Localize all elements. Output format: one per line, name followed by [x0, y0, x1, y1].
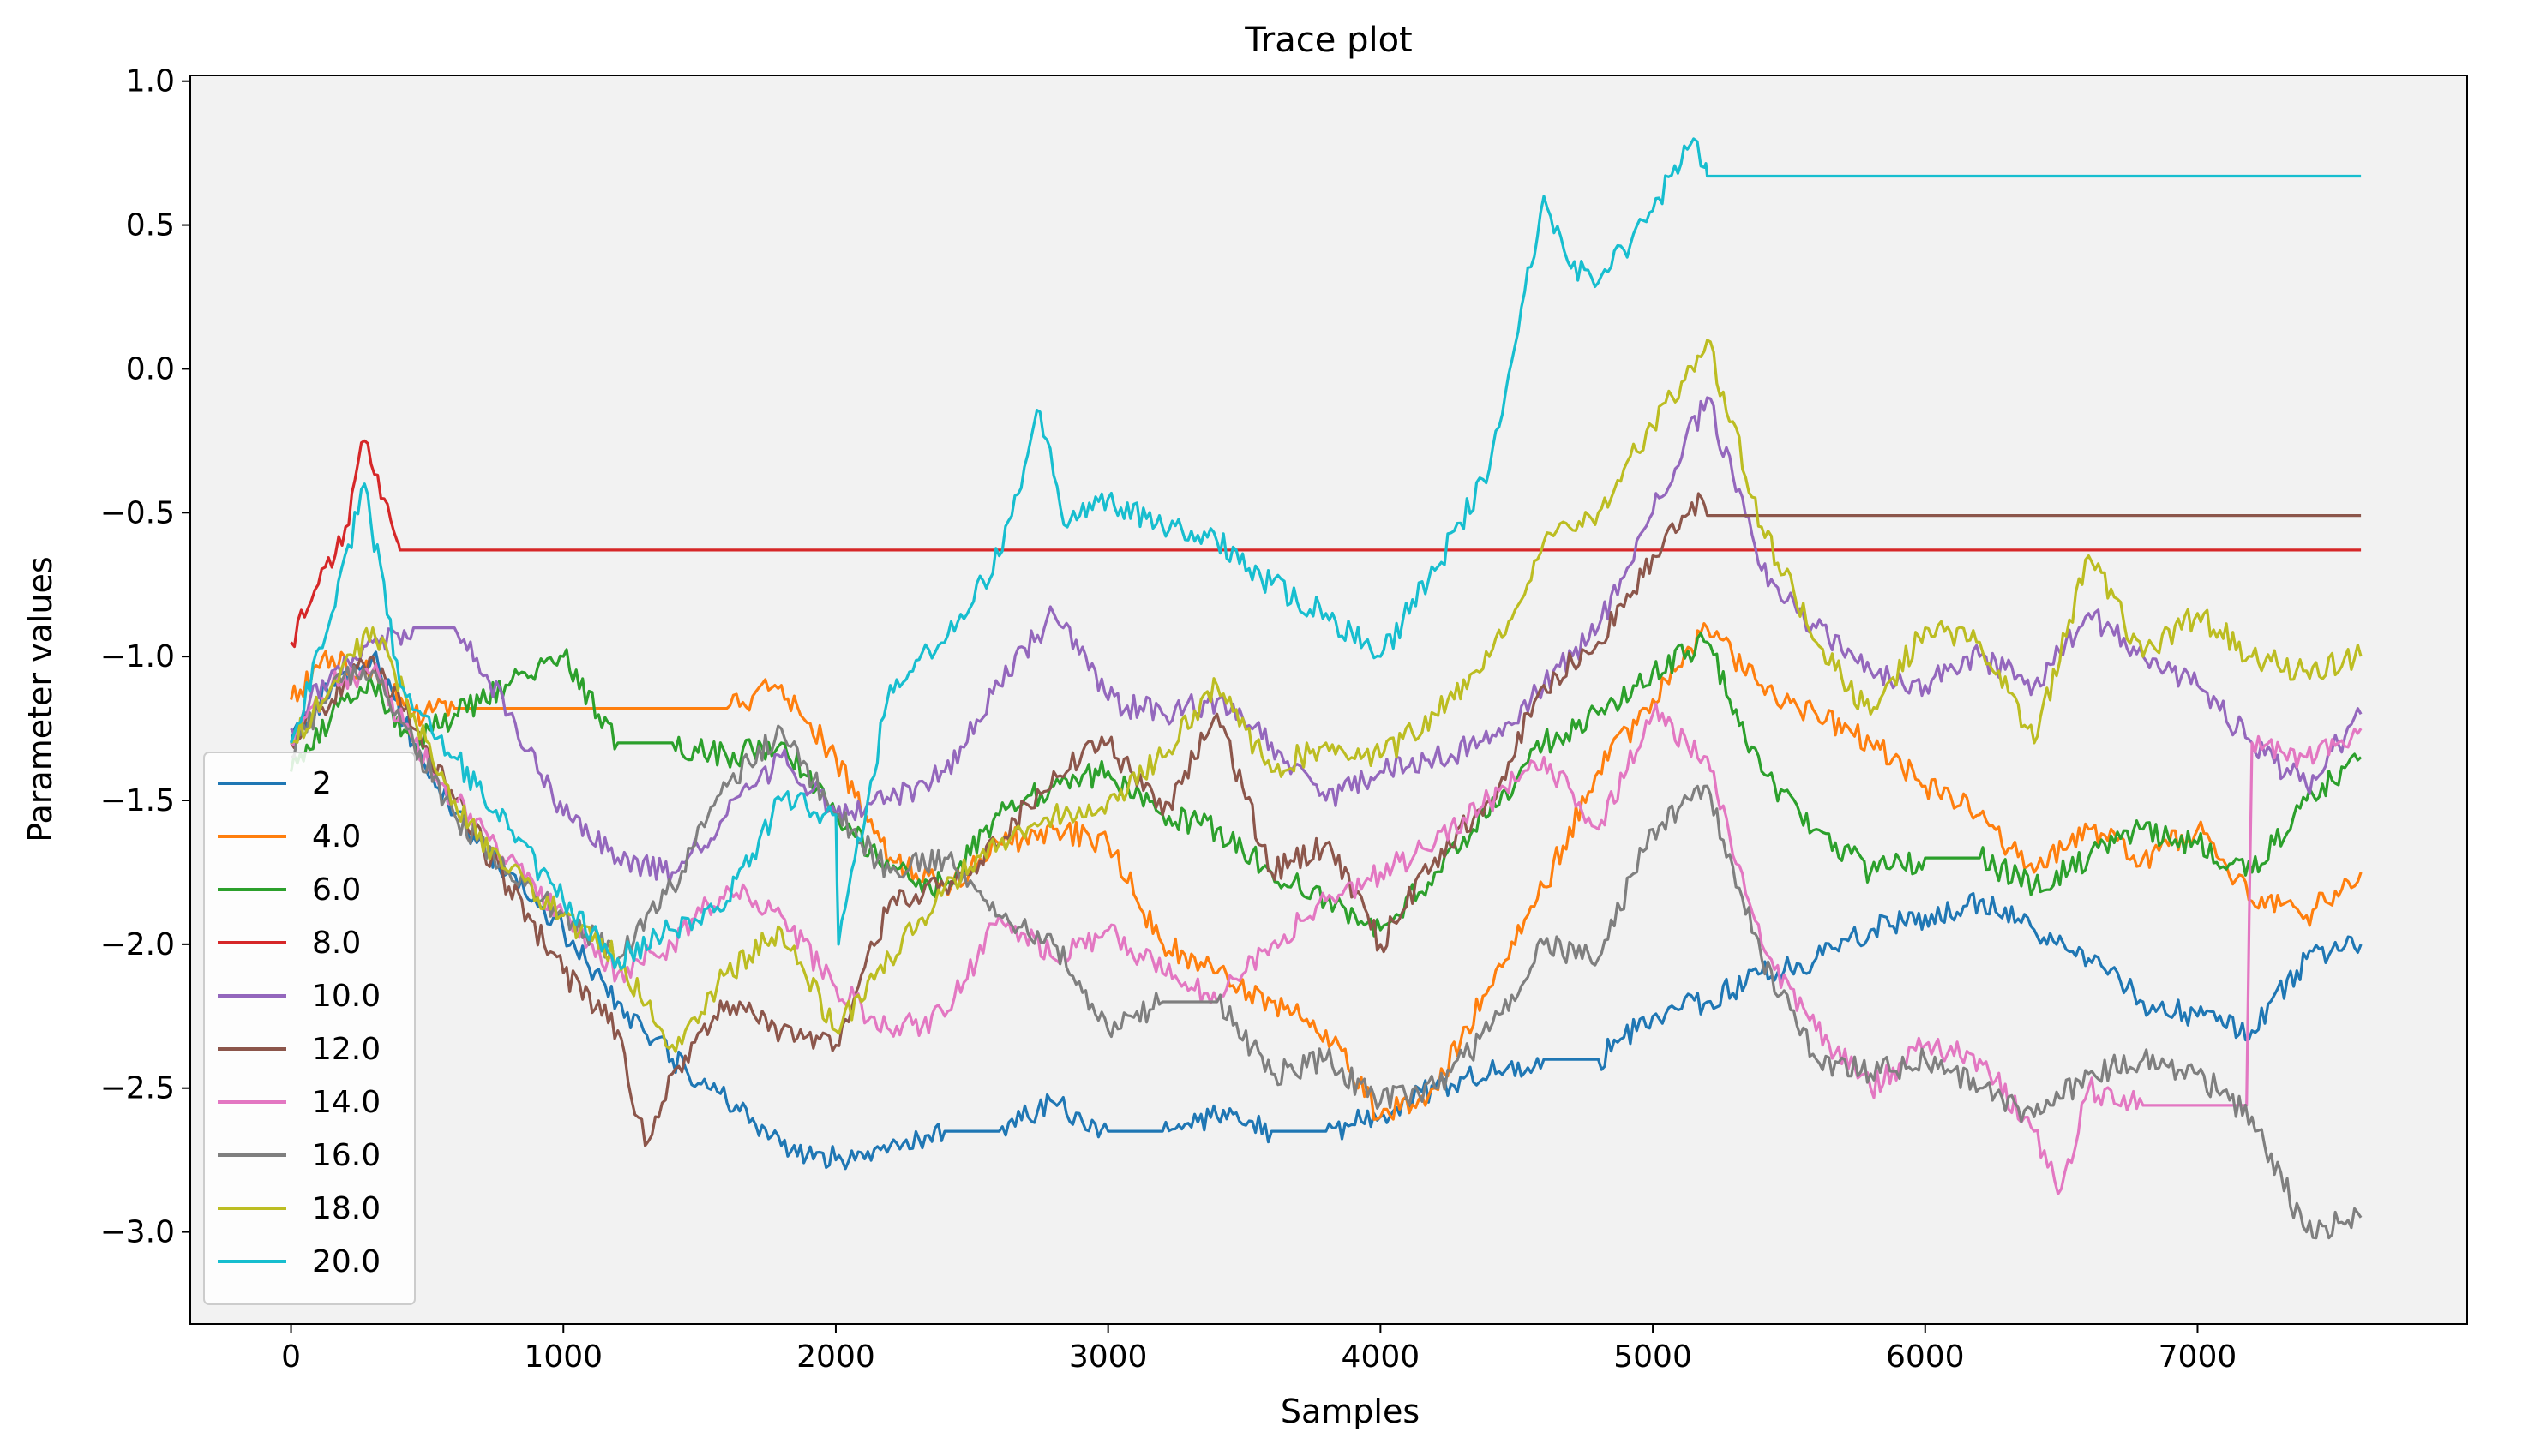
series-line-14.0	[290, 662, 2363, 1195]
x-tick-label: 7000	[2159, 1339, 2237, 1375]
legend-entry: 14.0	[312, 1085, 381, 1120]
x-tick-label: 5000	[1613, 1339, 1692, 1375]
x-tick-label: 4000	[1342, 1339, 1420, 1375]
x-tick-label: 2000	[796, 1339, 875, 1375]
y-tick-label: 0.0	[126, 351, 175, 386]
y-axis-label: Parameter values	[21, 556, 59, 842]
y-tick-label: 0.5	[126, 208, 175, 243]
x-axis-label: Samples	[1281, 1393, 1420, 1430]
x-tick-label: 6000	[1886, 1339, 1965, 1375]
legend-entry: 12.0	[312, 1032, 381, 1067]
legend-entry: 6.0	[312, 872, 361, 908]
series-line-18.0	[290, 339, 2363, 1053]
y-tick-label: −2.0	[100, 927, 175, 962]
x-tick-label: 3000	[1069, 1339, 1148, 1375]
series-line-2	[290, 650, 2363, 1171]
legend-entry: 10.0	[312, 979, 381, 1014]
y-axis: 1.0 0.5 0.0 −0.5 −1.0 −1.5 −2.0 −2.5 −3.0	[100, 64, 190, 1250]
series-line-10.0	[290, 396, 2363, 884]
y-tick-label: −0.5	[100, 495, 175, 530]
plot-frame	[189, 75, 2468, 1325]
legend: 2 4.0 6.0 8.0 10.0 12.0 14.0 16.0 18.0 20.0	[203, 752, 416, 1305]
legend-entry: 16.0	[312, 1138, 381, 1173]
legend-entry: 8.0	[312, 926, 361, 961]
series-line-6.0	[290, 632, 2363, 938]
legend-entry: 18.0	[312, 1191, 381, 1226]
x-tick-label: 0	[281, 1339, 301, 1375]
series-layer	[290, 137, 2363, 1240]
series-line-8.0	[290, 439, 2362, 649]
legend-entry: 20.0	[312, 1244, 381, 1279]
series-line-20.0	[290, 137, 2362, 970]
y-tick-label: −3.0	[100, 1215, 175, 1250]
legend-entry: 2	[312, 766, 332, 801]
series-line-4.0	[290, 622, 2363, 1121]
y-tick-label: 1.0	[126, 64, 175, 99]
y-tick-label: −2.5	[100, 1071, 175, 1106]
x-tick-label: 1000	[524, 1339, 603, 1375]
y-tick-label: −1.0	[100, 639, 175, 674]
chart-title: Trace plot	[1244, 21, 1413, 60]
legend-entry: 4.0	[312, 819, 361, 854]
x-axis: 0 1000 2000 3000 4000 5000 6000 7000	[281, 1324, 2237, 1375]
plot-area	[190, 75, 2467, 1324]
y-tick-label: −1.5	[100, 783, 175, 818]
